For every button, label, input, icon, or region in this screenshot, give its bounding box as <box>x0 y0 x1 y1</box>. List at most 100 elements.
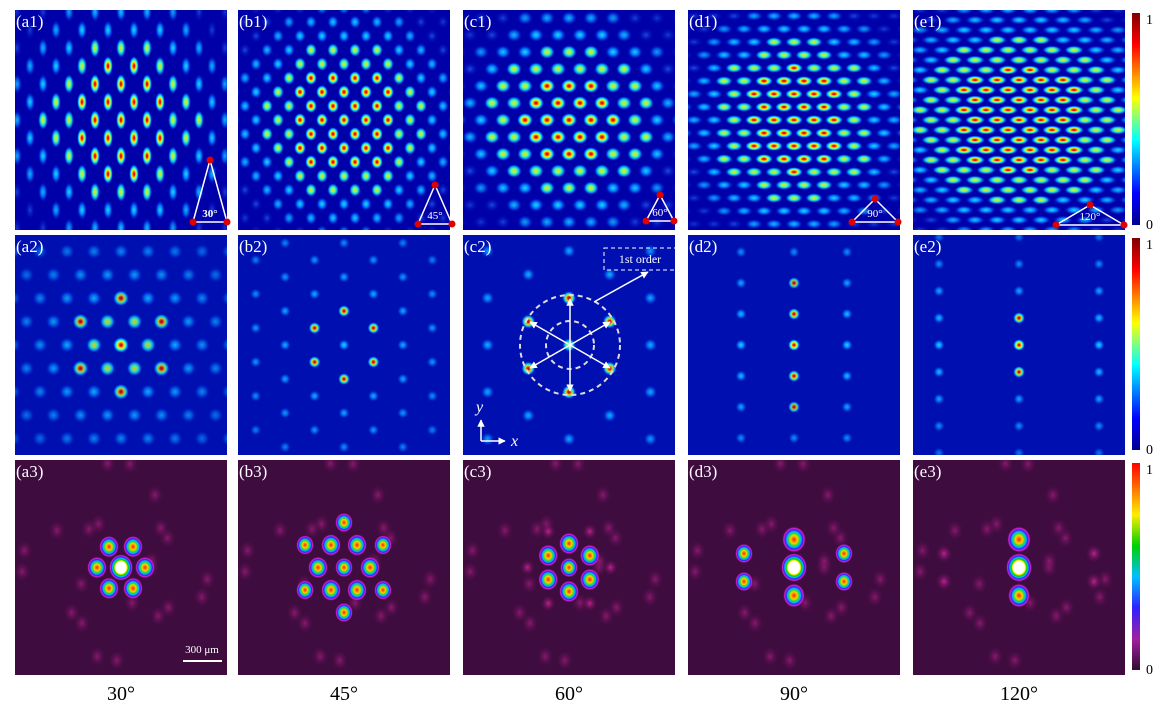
spot <box>715 206 733 216</box>
spot <box>1075 0 1095 5</box>
spot <box>316 225 328 230</box>
spot <box>90 74 100 94</box>
spot <box>1093 447 1105 455</box>
angle-triangle <box>850 197 900 223</box>
spot <box>437 155 449 169</box>
spot <box>638 130 654 144</box>
spot <box>305 43 317 57</box>
spot <box>305 155 317 169</box>
spot <box>913 10 930 15</box>
spot <box>426 141 438 155</box>
spot <box>735 571 753 592</box>
scale-bar-label: 300 μm <box>185 644 219 656</box>
spot <box>1093 258 1105 270</box>
spot <box>1042 225 1062 230</box>
spot <box>788 277 800 289</box>
spot <box>45 313 62 330</box>
spot <box>437 127 449 141</box>
spot <box>129 164 139 184</box>
spot <box>305 15 317 29</box>
spot <box>145 484 164 507</box>
spot <box>913 45 930 55</box>
spot <box>932 165 952 175</box>
spot <box>1075 175 1095 185</box>
spot <box>539 113 555 127</box>
spot <box>933 258 945 270</box>
spot <box>463 560 480 583</box>
spot <box>865 141 883 151</box>
spot <box>129 200 139 220</box>
spot <box>1009 115 1029 125</box>
spot <box>32 243 48 260</box>
spot <box>965 95 985 105</box>
spot <box>32 430 48 447</box>
spot <box>695 0 713 8</box>
spot <box>688 539 707 562</box>
spot <box>327 15 339 29</box>
spot <box>484 164 500 178</box>
spot <box>272 113 284 127</box>
spot <box>1086 105 1106 115</box>
spot <box>559 532 579 555</box>
spot <box>142 74 152 94</box>
spot <box>448 226 450 230</box>
spot <box>725 11 743 21</box>
spot <box>404 57 416 71</box>
spot <box>338 113 350 127</box>
spot <box>1009 195 1029 205</box>
spot <box>311 645 330 668</box>
spot <box>1009 95 1029 105</box>
spot <box>795 24 813 34</box>
spot <box>99 577 119 600</box>
spot <box>987 155 1007 165</box>
spot <box>360 113 372 127</box>
spot <box>539 147 555 161</box>
spot <box>841 370 853 382</box>
spot <box>426 85 438 99</box>
spot <box>965 55 985 65</box>
spot <box>194 74 204 94</box>
spot <box>272 29 284 43</box>
spot <box>426 356 439 368</box>
spot <box>448 142 450 154</box>
spot <box>605 113 621 127</box>
spot <box>976 225 996 230</box>
spot <box>538 544 559 567</box>
spot <box>517 11 533 25</box>
spot <box>279 441 292 453</box>
spot <box>735 277 747 289</box>
spot <box>913 195 919 205</box>
spot <box>932 205 952 215</box>
angle-label: 30° <box>202 208 217 220</box>
spot <box>140 383 156 400</box>
spot <box>1108 105 1125 115</box>
spot <box>795 0 813 8</box>
spot <box>126 407 143 424</box>
spot <box>396 373 409 385</box>
spot <box>327 71 339 85</box>
spot <box>463 215 467 229</box>
spot <box>480 244 495 258</box>
spot <box>338 10 350 15</box>
spot <box>142 110 152 130</box>
spot <box>238 10 240 14</box>
spot <box>360 197 372 211</box>
spot <box>765 167 783 177</box>
spot <box>308 356 321 368</box>
spot <box>970 612 989 635</box>
spot <box>581 594 598 613</box>
spot <box>250 113 262 127</box>
spot <box>755 50 773 60</box>
spot <box>825 11 843 21</box>
spot <box>688 193 703 203</box>
spot <box>142 38 152 58</box>
spot <box>815 50 833 60</box>
panel-label: (a1) <box>16 12 43 31</box>
vertex-dot <box>414 220 422 228</box>
spot <box>484 96 500 110</box>
spot <box>1097 155 1117 165</box>
spot <box>987 75 1007 85</box>
spot <box>1053 55 1073 65</box>
spot <box>720 519 739 542</box>
spot <box>64 110 74 130</box>
